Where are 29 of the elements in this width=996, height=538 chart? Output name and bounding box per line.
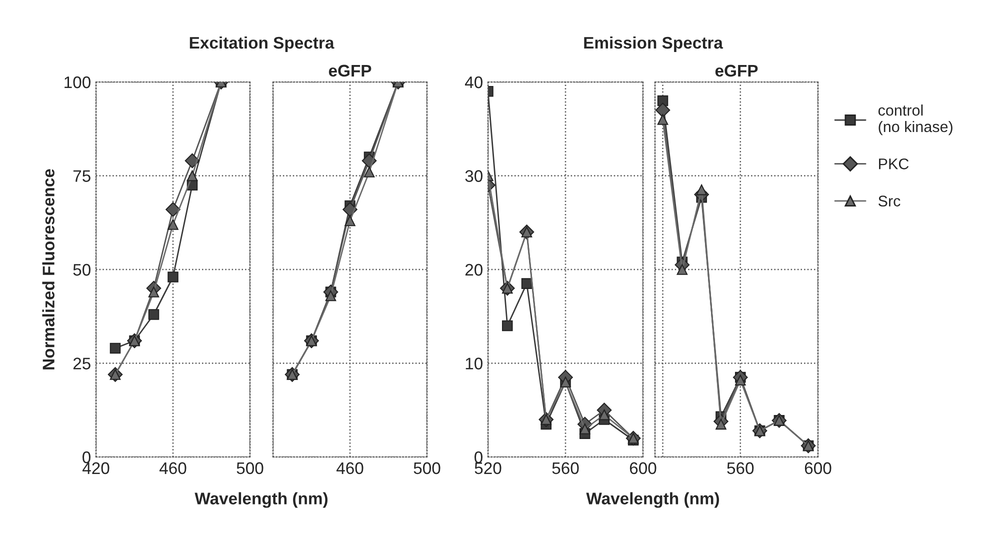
y-tick-label: 40 [464, 76, 482, 88]
x-tick-label: 500 [414, 462, 440, 474]
x-tick-label: 420 [82, 462, 110, 474]
x-axis-title: Wavelength (nm) [194, 492, 328, 508]
chart-subtitle: eGFP [328, 64, 372, 77]
y-tick-label: 0 [82, 451, 90, 464]
y-tick-label: 100 [64, 76, 90, 88]
x-tick-label: 560 [552, 462, 579, 474]
x-tick-label: 460 [159, 462, 186, 474]
y-tick-label: 50 [73, 264, 90, 276]
x-axis-title: Wavelength (nm) [586, 492, 719, 508]
x-tick-label: 520 [474, 462, 502, 474]
legend-label: Src [878, 196, 900, 206]
y-tick-label: 75 [73, 170, 90, 182]
y-tick-label: 10 [466, 358, 482, 370]
x-tick-label: 600 [804, 462, 832, 474]
chart-subtitle: eGFP [715, 64, 758, 77]
legend-label: control (no kinase) [878, 104, 952, 136]
y-tick-label: 25 [73, 358, 90, 370]
x-tick-label: 460 [336, 462, 364, 474]
y-axis-title: Normalized Fluorescence [42, 169, 54, 370]
y-tick-label: 30 [465, 170, 482, 182]
legend-label: PKC [879, 158, 909, 170]
x-tick-label: 560 [727, 462, 754, 474]
x-tick-label: 500 [236, 462, 264, 474]
chart-title: Emission Spectra [584, 36, 724, 52]
x-tick-label: 600 [630, 462, 656, 474]
y-tick-label: 20 [465, 264, 482, 276]
chart-title: Excitation Spectra [190, 36, 334, 52]
